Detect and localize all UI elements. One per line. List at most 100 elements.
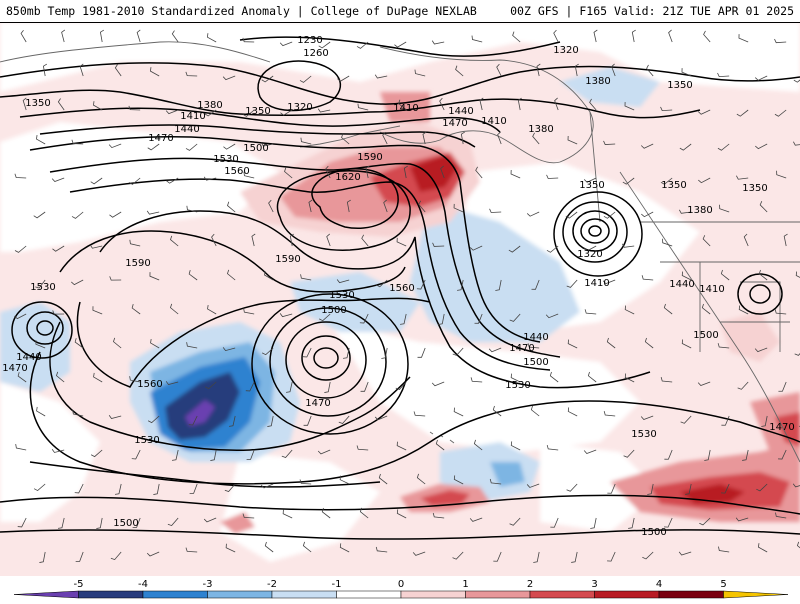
wind-barb <box>356 445 369 451</box>
contour-label: 1530 <box>30 282 55 293</box>
contour-label: 1500 <box>243 143 268 154</box>
wind-barb <box>20 30 27 43</box>
wind-barb <box>607 483 616 494</box>
wind-barb <box>660 377 673 383</box>
wind-barb <box>337 75 350 82</box>
wind-barb <box>698 177 711 184</box>
colorbar-band <box>13 590 79 599</box>
wind-barb <box>246 449 255 460</box>
wind-barb <box>242 109 255 117</box>
wind-barb <box>228 415 236 427</box>
colorbar-tick-label: -5 <box>74 579 84 590</box>
wind-barb <box>185 547 198 553</box>
contour-line <box>49 321 411 451</box>
contour-label: 1410 <box>481 116 506 127</box>
contour-label: 1560 <box>137 379 162 390</box>
wind-barb <box>284 167 293 179</box>
wind-barb <box>39 551 46 563</box>
colorbar-tick-label: -3 <box>203 579 213 590</box>
wind-barb <box>701 303 711 315</box>
wind-barb <box>738 34 749 43</box>
wind-barb <box>396 441 407 451</box>
wind-barb <box>774 109 787 117</box>
wind-barb <box>621 243 635 248</box>
wind-barb <box>22 97 27 111</box>
low-pressure-ring <box>313 347 339 369</box>
contour-label: 1500 <box>113 518 138 529</box>
wind-barb <box>774 309 787 315</box>
wind-barb <box>242 513 255 519</box>
wind-barb <box>299 75 312 83</box>
wind-barb <box>346 199 351 213</box>
contour-label: 1470 <box>509 343 534 354</box>
wind-barb <box>317 108 331 113</box>
wind-barb <box>261 347 274 356</box>
wind-barb <box>475 166 483 179</box>
wind-barb <box>565 211 578 219</box>
contour-label: 1560 <box>224 166 249 177</box>
aleutian-islands <box>299 125 401 148</box>
wind-barb <box>204 381 217 390</box>
wind-barb <box>99 29 105 43</box>
neutral-region <box>0 122 280 252</box>
wind-barb <box>383 199 388 213</box>
wind-barb <box>718 546 730 553</box>
contour-label: 1230 <box>297 35 322 46</box>
contour-label: 1380 <box>687 205 712 216</box>
wind-barb <box>512 31 521 43</box>
wind-barb <box>567 407 578 417</box>
wind-barb <box>14 173 27 179</box>
wind-barb <box>624 305 635 315</box>
wind-barb <box>75 551 84 562</box>
wind-barb <box>530 405 540 417</box>
wind-barb <box>279 41 293 47</box>
wind-barb <box>439 97 445 111</box>
contour-line <box>239 36 561 57</box>
alaska-coastline <box>379 46 594 164</box>
wind-barb <box>681 339 692 349</box>
wind-barb <box>92 306 103 315</box>
wind-barb <box>398 99 407 111</box>
wind-barb <box>413 411 426 417</box>
contour-label: 1470 <box>2 363 27 374</box>
wind-barb <box>469 245 483 251</box>
contour-label: 1440 <box>174 124 199 135</box>
wind-barb <box>432 512 445 519</box>
colorbar-band <box>723 590 789 599</box>
low-pressure-ring <box>26 311 64 345</box>
colorbar-band <box>336 590 402 599</box>
wind-barb <box>647 483 654 495</box>
wind-barb <box>224 483 236 493</box>
wind-barb <box>489 208 502 213</box>
wind-barb <box>533 551 540 563</box>
wind-barb <box>574 63 579 77</box>
wind-barb <box>74 483 84 494</box>
wind-barb <box>186 205 198 213</box>
wind-barb <box>147 143 160 151</box>
wind-barb <box>567 339 578 349</box>
wind-barb <box>171 449 179 461</box>
wind-barb <box>42 63 48 77</box>
contour-label: 1320 <box>287 102 312 113</box>
wind-barb <box>738 305 749 315</box>
wind-barb <box>550 517 559 528</box>
low-pressure-ring <box>580 218 610 244</box>
wind-barb <box>264 270 274 281</box>
wind-barb <box>641 211 654 218</box>
wind-barb <box>222 75 236 81</box>
wind-barb <box>339 475 350 485</box>
wind-barb <box>61 29 66 43</box>
wind-barb <box>660 177 673 185</box>
wind-barb <box>223 143 236 150</box>
wind-barb <box>489 478 502 485</box>
low-pressure-ring <box>562 201 628 263</box>
wind-barb <box>336 279 350 284</box>
wind-barb <box>697 381 711 387</box>
wind-barb <box>452 551 464 560</box>
wind-barb <box>624 102 635 111</box>
wind-barb <box>90 177 103 185</box>
wind-barb <box>74 338 84 349</box>
wind-barb <box>261 75 274 83</box>
cold-anomaly-region <box>185 400 215 426</box>
wind-barb <box>737 381 749 390</box>
